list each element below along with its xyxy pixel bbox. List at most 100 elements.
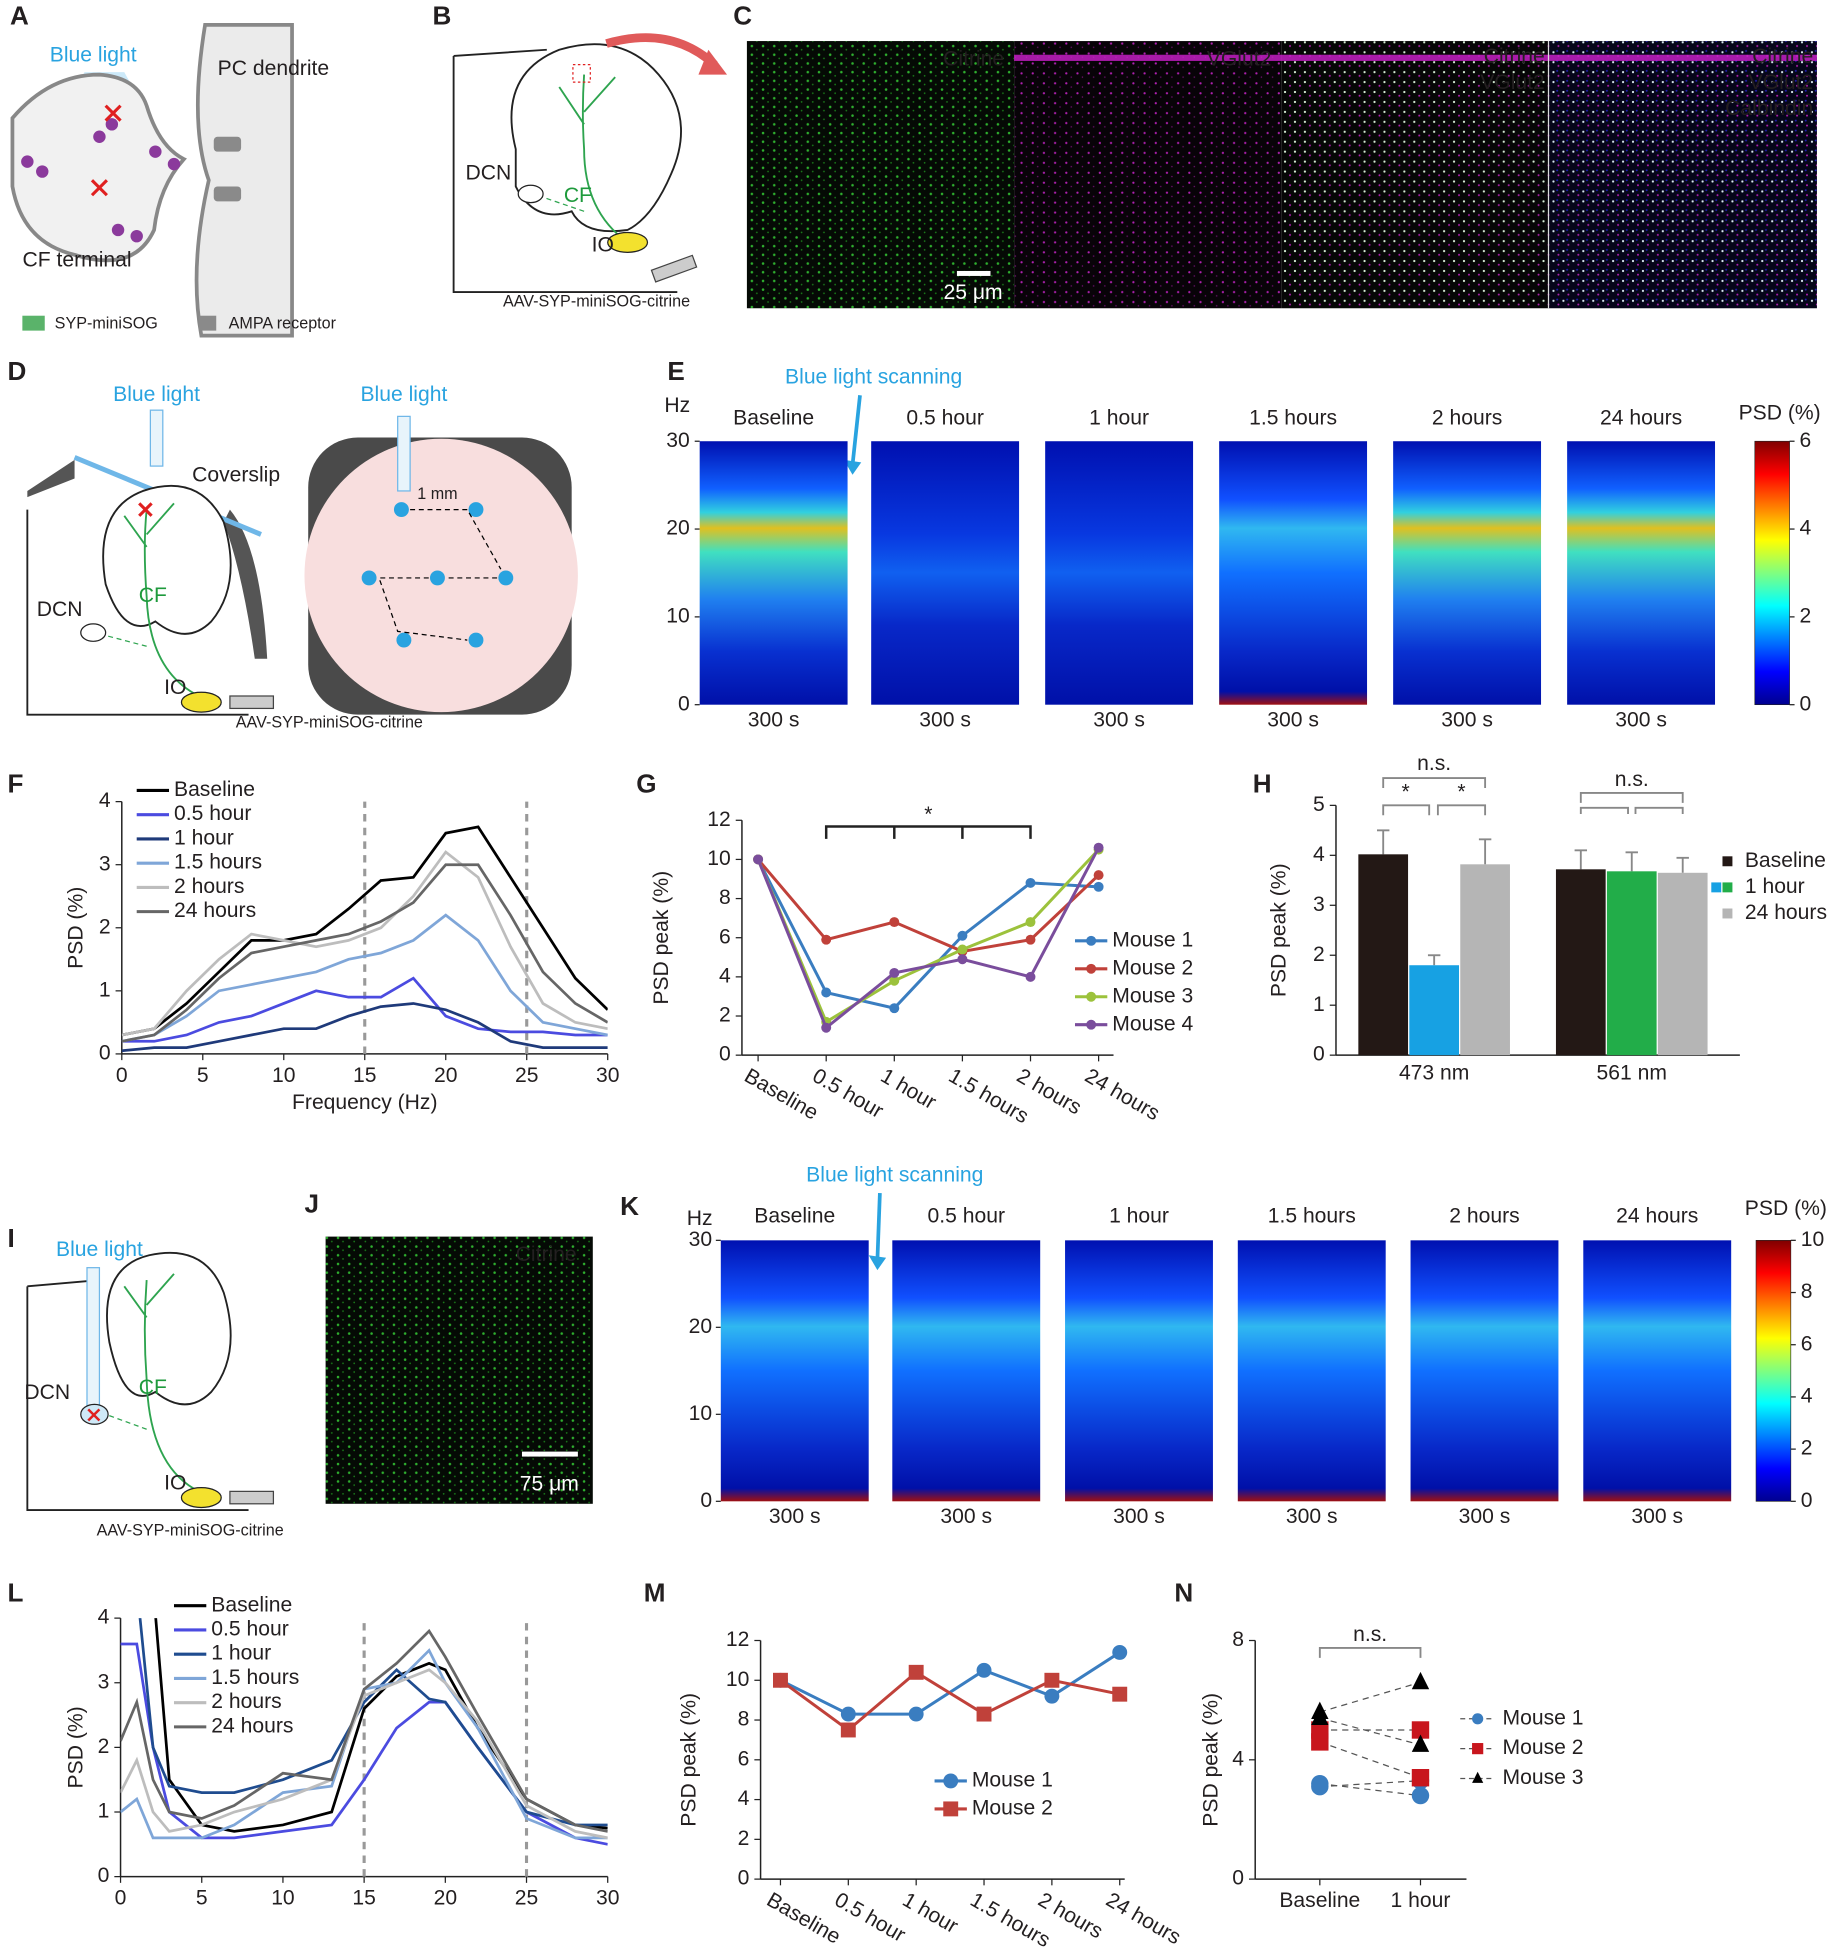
significance-label: * bbox=[1401, 781, 1409, 804]
marker bbox=[840, 1706, 856, 1722]
y-tick-label: 12 bbox=[707, 808, 730, 831]
panel-letter: L bbox=[7, 1577, 23, 1607]
panel-title: 24 hours bbox=[1600, 406, 1682, 429]
colorbar-tick-label: 4 bbox=[1800, 517, 1812, 540]
significance-bracket bbox=[1634, 806, 1684, 815]
legend-label: Mouse 2 bbox=[1112, 956, 1193, 979]
bar bbox=[1358, 854, 1409, 1056]
colorbar-tick-label: 6 bbox=[1800, 429, 1812, 452]
y-axis-label: PSD peak (%) bbox=[1199, 1693, 1222, 1827]
legend-label: Mouse 1 bbox=[1503, 1706, 1584, 1729]
receptors bbox=[213, 136, 242, 202]
bar bbox=[1606, 871, 1657, 1056]
spectrogram bbox=[720, 1240, 869, 1502]
y-tick-label: 2 bbox=[99, 915, 111, 938]
spectrogram bbox=[1045, 441, 1194, 705]
arrow bbox=[605, 33, 718, 68]
cf-collateral bbox=[99, 633, 147, 647]
legend-label: 1 hour bbox=[174, 826, 234, 849]
x-tick-label: 0.5 hour bbox=[831, 1888, 910, 1947]
x-tick-label: 24 hours bbox=[1102, 1888, 1185, 1949]
spectrogram bbox=[892, 1240, 1041, 1502]
marker bbox=[1025, 971, 1036, 982]
label: CF bbox=[564, 184, 592, 207]
y-tick-label: 0 bbox=[1232, 1867, 1244, 1890]
vglut-band bbox=[1014, 54, 1817, 61]
duration-label: 300 s bbox=[769, 1505, 821, 1528]
legend-swatch bbox=[1722, 908, 1733, 919]
y-tick-label: 0 bbox=[98, 1864, 110, 1887]
marker bbox=[821, 934, 832, 945]
x-tick-label: 25 bbox=[515, 1064, 538, 1087]
legend-label: 2 hours bbox=[211, 1690, 281, 1713]
axis-unit: Hz bbox=[687, 1207, 713, 1230]
duration-label: 300 s bbox=[1441, 708, 1493, 731]
panel-title: 1 hour bbox=[1089, 406, 1149, 429]
x-tick-label: 0 bbox=[116, 1064, 128, 1087]
panel-letter: K bbox=[620, 1191, 639, 1221]
legend-label: Mouse 2 bbox=[972, 1796, 1053, 1819]
bar bbox=[1555, 869, 1606, 1056]
marker bbox=[1086, 1019, 1097, 1030]
outline bbox=[26, 509, 249, 716]
block-mark bbox=[138, 502, 153, 517]
significance-bracket bbox=[1579, 792, 1684, 803]
bar bbox=[1657, 872, 1708, 1056]
io bbox=[180, 691, 222, 713]
spectrogram bbox=[871, 441, 1020, 705]
y-tick-label: 3 bbox=[98, 1670, 110, 1693]
y-tick-label: 30 bbox=[666, 429, 689, 452]
x-tick-label: 1 hour bbox=[898, 1888, 961, 1938]
cf-collateral bbox=[540, 195, 585, 212]
y-tick-label: 4 bbox=[719, 964, 731, 987]
duration-label: 300 s bbox=[1113, 1505, 1165, 1528]
channel-label: Citrine bbox=[943, 47, 1004, 70]
y-axis-label: PSD peak (%) bbox=[1268, 863, 1291, 997]
panel-c: C Citrine VGlut2 Citrine VGlut2 Citrine … bbox=[733, 0, 1817, 309]
dcn bbox=[80, 623, 107, 642]
syringe bbox=[650, 254, 698, 283]
marker bbox=[908, 1706, 924, 1722]
marker bbox=[1086, 963, 1097, 974]
marker bbox=[957, 954, 968, 965]
x-tick-label: Baseline bbox=[740, 1064, 822, 1124]
duration-label: 300 s bbox=[1286, 1505, 1338, 1528]
marker bbox=[753, 854, 764, 865]
marker bbox=[1112, 1644, 1128, 1660]
panel-i: I Blue light DCN CF IO AAV-SYP-miniSOG-c… bbox=[7, 1223, 283, 1539]
marker bbox=[1311, 1707, 1329, 1726]
legend-label: Baseline bbox=[174, 778, 255, 801]
legend-label: Mouse 3 bbox=[1112, 984, 1193, 1007]
y-axis-label: PSD (%) bbox=[65, 887, 88, 969]
legend-label: 1.5 hours bbox=[211, 1666, 299, 1689]
x-tick-label: 10 bbox=[272, 1064, 295, 1087]
channel-label: Calbindin bbox=[1725, 97, 1813, 120]
x-tick-label: 30 bbox=[596, 1064, 619, 1087]
duration-label: 300 s bbox=[1631, 1505, 1683, 1528]
label: CF bbox=[139, 584, 167, 607]
y-tick-label: 1 bbox=[98, 1800, 110, 1823]
scale-label: 25 μm bbox=[944, 281, 1003, 304]
marker bbox=[889, 967, 900, 978]
legend-label: 1 hour bbox=[1745, 875, 1805, 898]
series-line bbox=[121, 913, 608, 1043]
series-line bbox=[121, 976, 608, 1043]
label: AAV-SYP-miniSOG-citrine bbox=[97, 1521, 284, 1539]
legend-label: 1 hour bbox=[211, 1642, 271, 1665]
fiber bbox=[149, 409, 164, 467]
bar bbox=[1409, 965, 1460, 1056]
marker bbox=[908, 1664, 924, 1680]
y-tick-label: 2 bbox=[738, 1827, 750, 1850]
spectrogram bbox=[699, 441, 848, 705]
scan-path bbox=[378, 508, 502, 641]
panel-title: 1.5 hours bbox=[1249, 406, 1337, 429]
cf-path bbox=[558, 74, 629, 244]
significance-bracket bbox=[1318, 1647, 1422, 1658]
label: AAV-SYP-miniSOG-citrine bbox=[236, 714, 423, 732]
panel-title: Baseline bbox=[754, 1204, 835, 1227]
spectrogram bbox=[1393, 441, 1542, 705]
x-tick-label: 30 bbox=[596, 1887, 619, 1910]
duration-label: 300 s bbox=[1615, 708, 1667, 731]
panel-letter: D bbox=[7, 356, 26, 386]
spectrogram bbox=[1567, 441, 1716, 705]
